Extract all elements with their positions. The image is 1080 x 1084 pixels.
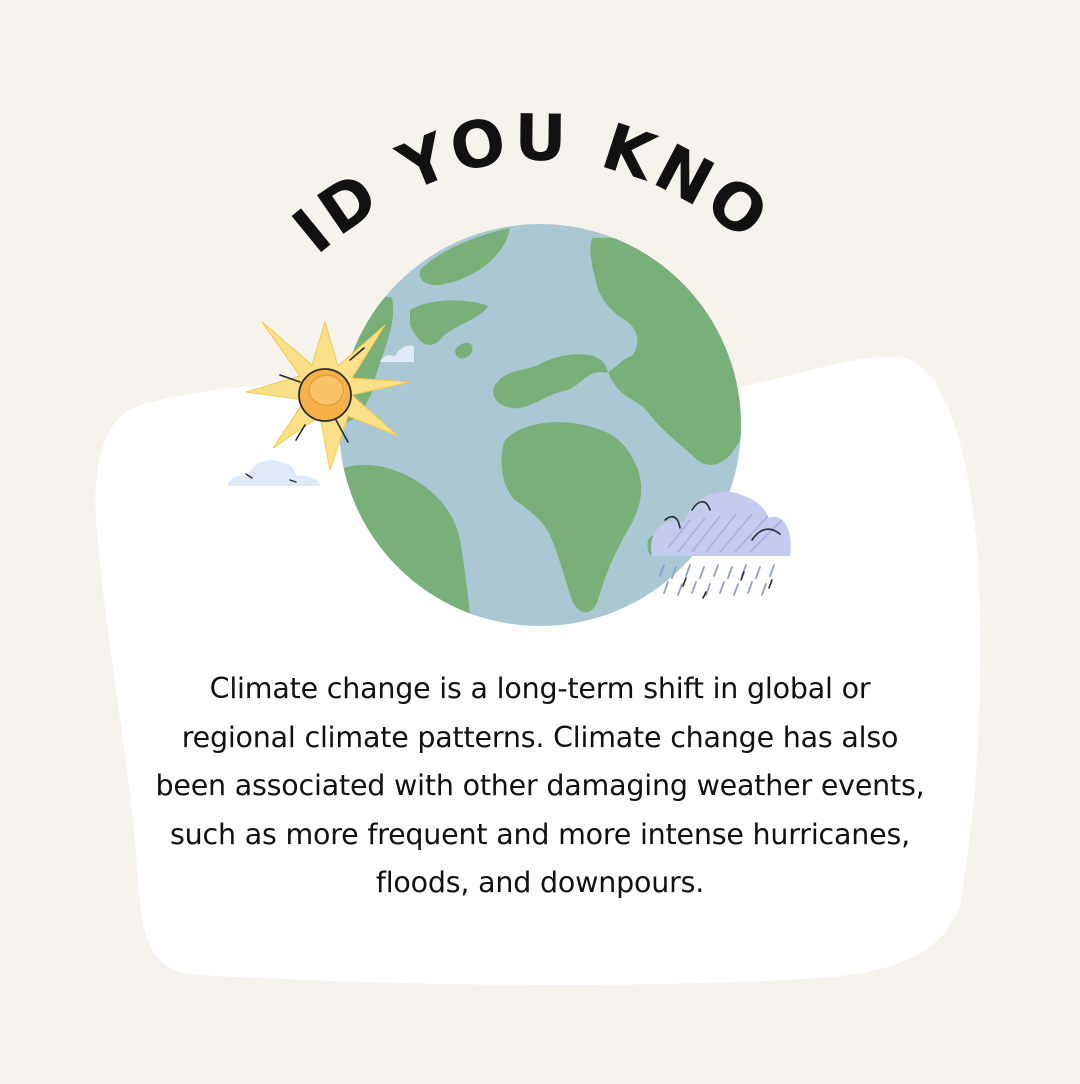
sun-icon bbox=[245, 320, 411, 471]
heading-title: DID YOU KNOW bbox=[0, 0, 784, 268]
cloud-icon bbox=[380, 345, 414, 362]
earth-globe-icon bbox=[339, 224, 741, 626]
fact-paragraph: Climate change is a long-term shift in g… bbox=[155, 672, 925, 899]
heading-text: DID YOU KNOW bbox=[0, 0, 779, 268]
cloud-icon bbox=[228, 459, 320, 486]
rain-cloud-icon bbox=[650, 491, 791, 599]
